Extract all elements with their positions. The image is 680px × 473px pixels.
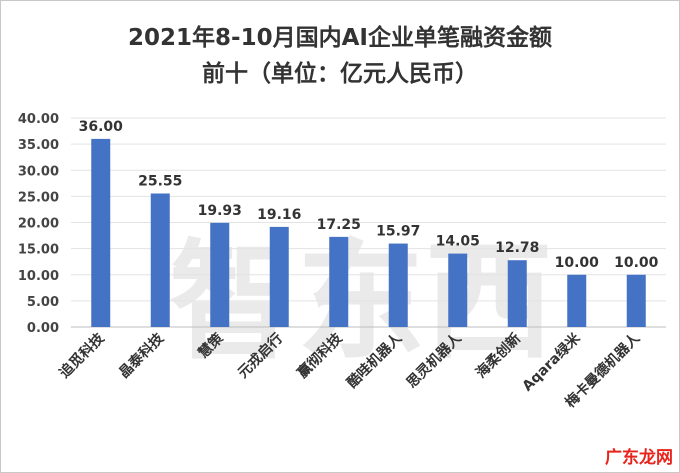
data-label: 19.93 (198, 203, 242, 219)
data-labels: 36.00 25.55 19.93 19.16 17.25 15.97 14.05 12.78… (79, 119, 659, 271)
watermark: 智东西 (169, 228, 553, 377)
bar (269, 226, 289, 327)
bar (150, 193, 170, 327)
data-label: 19.16 (257, 207, 301, 223)
chart-title-line2: 前十（单位：亿元人民币） (202, 60, 478, 87)
data-label: 12.78 (495, 240, 539, 256)
data-label: 10.00 (614, 255, 659, 271)
data-label: 10.00 (555, 255, 600, 271)
data-label: 15.97 (376, 224, 420, 240)
y-tick-label: 15.00 (18, 243, 59, 258)
x-tick-label: 晶泰科技 (115, 329, 167, 381)
y-tick-label: 20.00 (18, 217, 59, 232)
corner-logo: 广东龙网 (605, 447, 673, 468)
bar (329, 236, 349, 327)
y-tick-label: 10.00 (18, 269, 59, 284)
bar (388, 243, 408, 327)
y-tick-label: 35.00 (18, 138, 59, 153)
y-tick-label: 0.00 (27, 321, 59, 336)
data-label: 14.05 (436, 234, 480, 250)
bar (507, 260, 527, 327)
y-tick-label: 40.00 (18, 112, 59, 127)
y-axis-ticks: 0.00 5.00 10.00 15.00 20.00 25.00 30.00 35.00 40… (18, 112, 59, 336)
y-tick-label: 5.00 (27, 295, 59, 310)
bar (626, 274, 646, 327)
y-tick-label: 30.00 (18, 164, 59, 179)
bar (448, 253, 468, 327)
bar (567, 274, 587, 327)
bar (210, 222, 230, 327)
chart-title-line1: 2021年8-10月国内AI企业单笔融资金额 (128, 24, 552, 51)
bar (91, 138, 111, 327)
data-label: 17.25 (317, 217, 361, 233)
x-tick-label: 追觅科技 (56, 329, 108, 381)
data-label: 25.55 (138, 174, 182, 190)
bars (91, 138, 646, 327)
gridlines (71, 117, 666, 328)
data-label: 36.00 (79, 119, 124, 135)
y-tick-label: 25.00 (18, 190, 59, 205)
